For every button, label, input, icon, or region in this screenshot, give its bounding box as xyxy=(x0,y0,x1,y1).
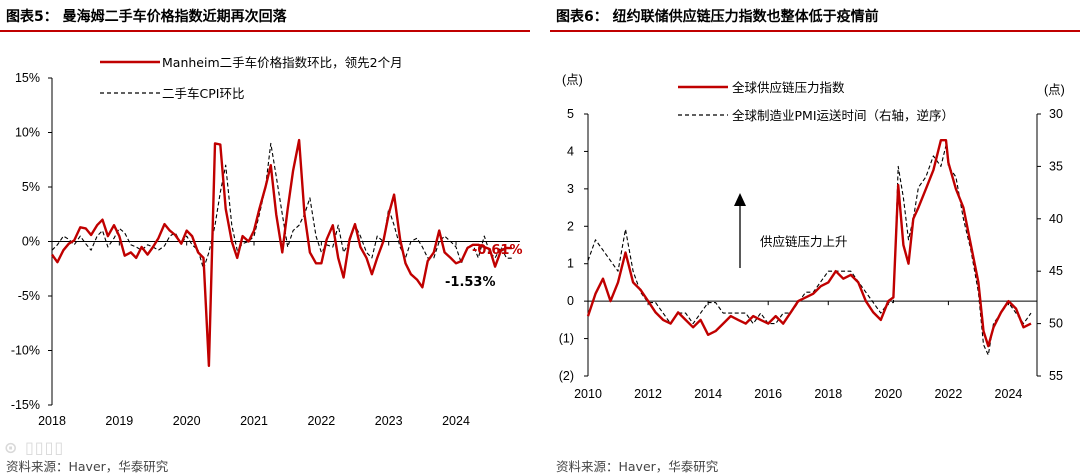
right-y-tick-label: 4 xyxy=(567,144,574,158)
right-y-tick-label: 1 xyxy=(567,257,574,271)
right-y2-tick-label: 35 xyxy=(1049,159,1063,173)
series-line-gscpi xyxy=(586,138,1032,348)
legend-label-manheim: Manheim二手车价格指数环比，领先2个月 xyxy=(162,55,403,70)
left-source: 资料来源：Haver，华泰研究 xyxy=(6,459,169,474)
right-x-tick-label: 2024 xyxy=(995,387,1023,401)
left-x-tick-label: 2022 xyxy=(307,414,335,428)
series-line-pmi-delivery xyxy=(587,144,1032,356)
left-y-tick-label: -10% xyxy=(11,344,40,358)
left-figure: 图表5： 曼海姆二手车价格指数近期再次回落 15% 10% 5% 0% -5% -10% -… xyxy=(0,0,530,474)
left-title-rule xyxy=(0,30,530,32)
left-x-tick-label: 2018 xyxy=(38,414,66,428)
right-y-tick-label: (2) xyxy=(559,369,574,383)
left-figure-title: 图表5： 曼海姆二手车价格指数近期再次回落 xyxy=(6,9,287,25)
left-y-tick-label: 15% xyxy=(15,71,40,85)
right-figure-title: 图表6： 纽约联储供应链压力指数也整体低于疫情前 xyxy=(556,9,879,25)
left-axis-unit: (点) xyxy=(562,73,583,87)
right-figure: 图表6： 纽约联储供应链压力指数也整体低于疫情前 (点) (点) 5 4 3 2 1 0(… xyxy=(550,0,1080,474)
series-line-used-car-cpi xyxy=(51,142,512,270)
annotation-cpi-last: -1.53% xyxy=(445,275,496,290)
right-y2-tick-label: 40 xyxy=(1049,212,1063,226)
left-x-tick-label: 2020 xyxy=(173,414,201,428)
right-series xyxy=(586,138,1032,356)
right-title-rule xyxy=(550,30,1080,32)
watermark: ⊙ ▯▯▯▯ xyxy=(4,438,65,457)
right-y2-tick-label: 50 xyxy=(1049,317,1063,331)
left-y-tick-label: 5% xyxy=(22,180,40,194)
right-y-tick-label: 2 xyxy=(567,219,574,233)
right-y-tick-label: 0 xyxy=(567,294,574,308)
legend-label-pmi: 全球制造业PMI运送时间（右轴，逆序） xyxy=(732,108,954,123)
right-chart: (点) (点) 5 4 3 2 1 0 (1) (2) 30 35 40 45 50 55 2010 2012… xyxy=(559,73,1065,401)
right-legend: 全球供应链压力指数 全球制造业PMI运送时间（右轴，逆序） xyxy=(678,80,954,123)
legend-label-cpi: 二手车CPI环比 xyxy=(162,86,244,101)
right-y2-tick-label: 55 xyxy=(1049,369,1063,383)
right-source: 资料来源：Haver，华泰研究 xyxy=(556,459,719,474)
left-x-tick-label: 2021 xyxy=(240,414,268,428)
series-line-manheim xyxy=(51,138,512,367)
right-axes: 5 4 3 2 1 0 (1) (2) 30 35 40 45 50 55 2010 2012 2014 2016… xyxy=(559,107,1063,401)
left-y-tick-label: 0% xyxy=(22,235,40,249)
right-x-tick-label: 2010 xyxy=(574,387,602,401)
pressure-arrow xyxy=(734,193,746,268)
left-x-tick-label: 2024 xyxy=(442,414,470,428)
right-axis-unit: (点) xyxy=(1044,83,1065,97)
annotation-manheim-last: -0.61% xyxy=(472,243,523,258)
right-y-tick-label: 3 xyxy=(567,182,574,196)
right-x-tick-label: 2014 xyxy=(694,387,722,401)
left-chart: 15% 10% 5% 0% -5% -10% -15% 2018 2019 2020 2021 202… xyxy=(11,55,523,428)
left-legend: Manheim二手车价格指数环比，领先2个月 二手车CPI环比 xyxy=(100,55,403,101)
legend-label-gscpi: 全球供应链压力指数 xyxy=(732,80,845,95)
left-y-tick-label: -15% xyxy=(11,398,40,412)
right-y2-tick-label: 45 xyxy=(1049,264,1063,278)
right-x-tick-label: 2022 xyxy=(934,387,962,401)
right-x-tick-label: 2016 xyxy=(754,387,782,401)
right-y-tick-label: (1) xyxy=(559,332,574,346)
right-x-tick-label: 2018 xyxy=(814,387,842,401)
left-axes: 15% 10% 5% 0% -5% -10% -15% 2018 2019 2020 2021 202… xyxy=(11,71,520,428)
right-y2-tick-label: 30 xyxy=(1049,107,1063,121)
left-series xyxy=(51,138,512,367)
arrow-label: 供应链压力上升 xyxy=(760,234,848,249)
arrow-head xyxy=(734,193,746,206)
right-x-tick-label: 2012 xyxy=(634,387,662,401)
left-x-tick-label: 2019 xyxy=(105,414,133,428)
left-y-tick-label: 10% xyxy=(15,126,40,140)
right-x-tick-label: 2020 xyxy=(874,387,902,401)
left-y-tick-label: -5% xyxy=(18,289,40,303)
left-x-tick-label: 2023 xyxy=(375,414,403,428)
right-y-tick-label: 5 xyxy=(567,107,574,121)
